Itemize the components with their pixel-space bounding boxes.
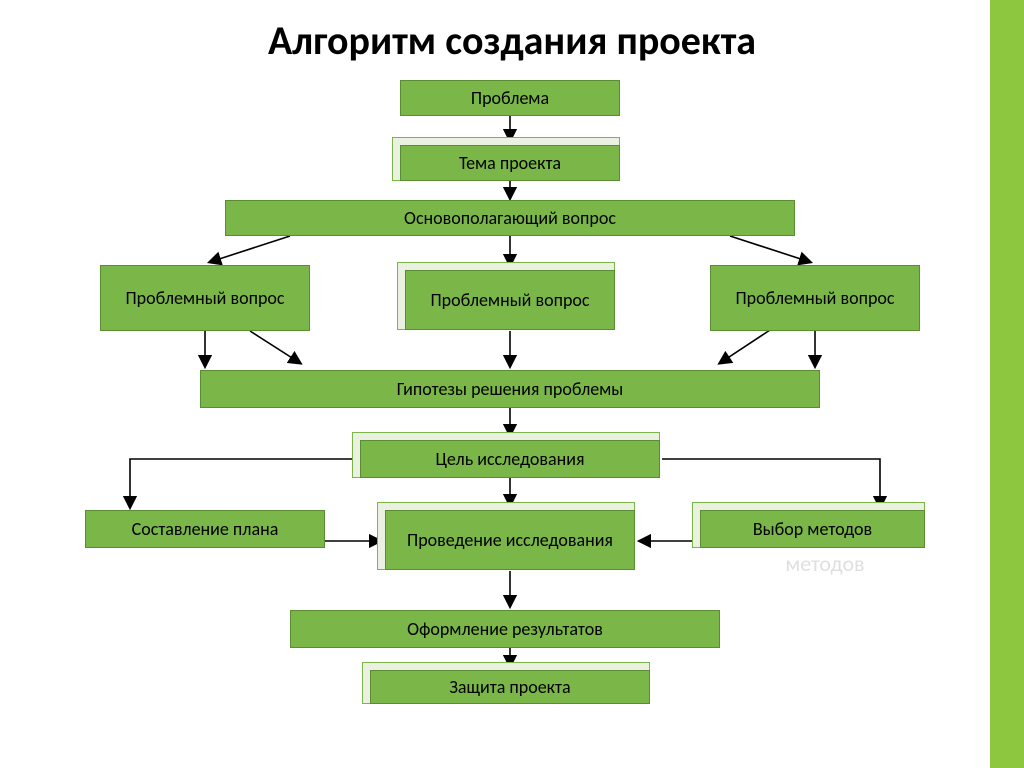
goal-box: Цель исследования [360, 440, 660, 478]
plan-box: Составление плана [85, 510, 325, 548]
pq3-box: Проблемный вопрос [710, 265, 920, 331]
side-stripe [990, 0, 1024, 768]
methods_shadow: методов [735, 550, 915, 577]
page-title: Алгоритм создания проекта [0, 0, 1024, 65]
pq1-box: Проблемный вопрос [100, 265, 310, 331]
topic-box: Тема проекта [400, 145, 620, 181]
methods-box: Выбор методов [700, 510, 925, 548]
results-box: Оформление результатов [290, 610, 720, 648]
conduct-box: Проведение исследования [385, 510, 635, 570]
defense-box: Защита проекта [370, 670, 650, 704]
foundq-box: Основополагающий вопрос [225, 200, 795, 236]
pq2-box: Проблемный вопрос [405, 270, 615, 330]
hyp-box: Гипотезы решения проблемы [200, 370, 820, 408]
problem-box: Проблема [400, 80, 620, 116]
